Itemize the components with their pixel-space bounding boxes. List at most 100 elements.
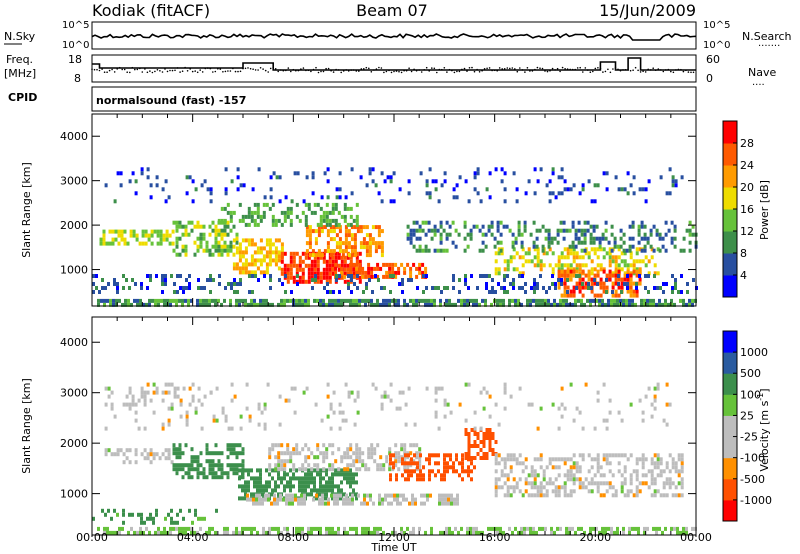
heatmap-cell: [392, 171, 396, 176]
heatmap-cell: [313, 488, 316, 493]
heatmap-cell: [172, 443, 176, 448]
heatmap-cell: [319, 451, 323, 456]
heatmap-cell: [448, 526, 451, 531]
heatmap-cell: [274, 262, 278, 267]
nave-point: [393, 70, 395, 73]
heatmap-cell: [553, 236, 557, 241]
heatmap-cell: [250, 526, 253, 531]
heatmap-cell: [188, 402, 192, 407]
heatmap-cell: [314, 253, 318, 258]
heatmap-cell: [530, 259, 534, 264]
heatmap-cell: [274, 258, 278, 263]
heatmap-cell: [419, 477, 422, 482]
heatmap-cell: [506, 457, 510, 462]
heatmap-cell: [160, 530, 163, 535]
nave-point: [108, 69, 111, 72]
heatmap-cell: [159, 233, 163, 238]
heatmap-cell: [343, 298, 346, 303]
heatmap-cell: [280, 476, 283, 481]
heatmap-cell: [536, 493, 540, 498]
heatmap-cell: [614, 255, 618, 260]
heatmap-cell: [226, 526, 229, 531]
heatmap-cell: [313, 255, 317, 260]
heatmap-cell: [677, 290, 680, 294]
heatmap-cell: [331, 302, 334, 307]
heatmap-cell: [296, 274, 299, 278]
heatmap-cell: [298, 526, 301, 531]
heatmap-cell: [629, 255, 633, 260]
heatmap-cell: [184, 530, 187, 535]
heatmap-cell: [604, 228, 608, 233]
heatmap-cell: [313, 480, 316, 485]
heatmap-cell: [598, 236, 602, 241]
heatmap-cell: [430, 302, 433, 307]
heatmap-cell: [253, 270, 257, 275]
heatmap-cell: [274, 488, 277, 493]
heatmap-cell: [371, 382, 375, 387]
heatmap-cell: [535, 298, 538, 303]
heatmap-cell: [345, 493, 348, 498]
heatmap-cell: [161, 426, 165, 431]
heatmap-cell: [602, 418, 606, 423]
heatmap-cell: [485, 282, 488, 286]
heatmap-cell: [208, 471, 212, 476]
heatmap-cell: [340, 270, 344, 275]
nave-point: [438, 68, 441, 71]
heatmap-cell: [599, 247, 603, 252]
heatmap-cell: [241, 270, 245, 275]
cpid-text: normalsound (fast) -157: [96, 94, 246, 107]
heatmap-cell: [271, 476, 274, 481]
heatmap-cell: [353, 422, 357, 427]
heatmap-cell: [105, 241, 109, 246]
heatmap-cell: [175, 240, 179, 245]
heatmap-cell: [164, 448, 168, 453]
heatmap-cell: [434, 179, 438, 184]
heatmap-cell: [209, 390, 213, 395]
heatmap-cell: [149, 460, 153, 465]
nave-point: [290, 70, 292, 73]
heatmap-cell: [286, 530, 289, 535]
heatmap-cell: [569, 269, 573, 274]
heatmap-cell: [358, 467, 362, 472]
heatmap-cell: [346, 206, 350, 211]
heatmap-cell: [253, 250, 257, 255]
heatmap-cell: [587, 286, 590, 290]
heatmap-cell: [500, 251, 504, 256]
heatmap-cell: [199, 298, 202, 303]
heatmap-cell: [242, 183, 246, 188]
heatmap-cell: [257, 167, 261, 172]
heatmap-cell: [521, 286, 524, 290]
heatmap-cell: [466, 302, 469, 307]
heatmap-cell: [334, 251, 338, 256]
heatmap-cell: [257, 422, 261, 427]
heatmap-cell: [325, 302, 328, 307]
heatmap-cell: [476, 171, 480, 176]
heatmap-cell: [104, 183, 108, 188]
heatmap-cell: [155, 508, 158, 513]
heatmap-cell: [316, 222, 320, 227]
heatmap-cell: [650, 247, 654, 252]
heatmap-cell: [418, 451, 422, 456]
heatmap-cell: [347, 241, 351, 246]
heatmap-cell: [602, 481, 606, 486]
heatmap-cell: [193, 455, 197, 460]
heatmap-cell: [316, 271, 320, 276]
heatmap-cell: [601, 232, 605, 237]
heatmap-cell: [397, 298, 400, 303]
heatmap-cell: [300, 497, 303, 502]
nave-point: [627, 69, 629, 71]
heatmap-cell: [374, 274, 377, 278]
heatmap-cell: [220, 236, 224, 241]
heatmap-cell: [133, 298, 136, 303]
heatmap-cell: [171, 241, 175, 246]
heatmap-cell: [655, 530, 658, 535]
heatmap-cell: [244, 222, 248, 227]
heatmap-cell: [241, 526, 244, 531]
heatmap-cell: [437, 199, 441, 204]
heatmap-cell: [196, 455, 200, 460]
heatmap-cell: [369, 497, 372, 502]
heatmap-cell: [368, 233, 372, 238]
heatmap-cell: [353, 282, 356, 286]
beam-title: Beam 07: [356, 1, 428, 20]
heatmap-cell: [673, 302, 676, 307]
